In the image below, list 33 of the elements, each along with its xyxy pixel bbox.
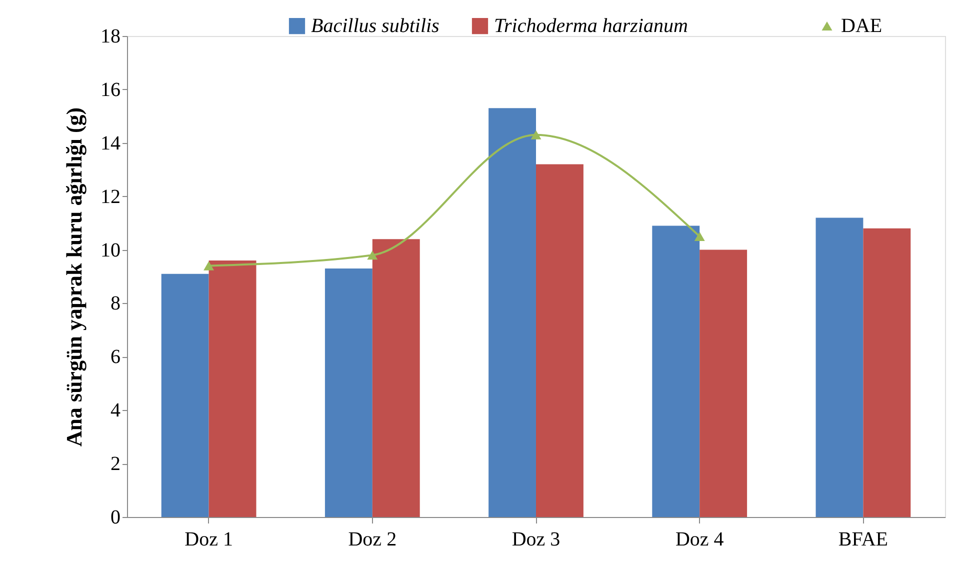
bar	[161, 274, 209, 517]
x-tick-label: Doz 1	[184, 528, 233, 550]
bar	[324, 268, 372, 517]
x-tick-label: Doz 4	[675, 528, 724, 550]
bar	[488, 108, 536, 517]
legend-label: Trichoderma harzianum	[494, 15, 688, 37]
bar	[372, 239, 420, 517]
y-tick-label: 8	[110, 292, 120, 315]
y-tick-label: 2	[110, 453, 120, 476]
y-axis-title: Ana sürgün yaprak kuru ağırlığı (g)	[62, 107, 86, 447]
y-tick-label: 0	[110, 506, 120, 528]
legend-label: Bacillus subtilis	[311, 15, 440, 37]
y-tick-label: 18	[100, 26, 120, 48]
bar	[863, 228, 911, 517]
x-tick-label: Doz 3	[512, 528, 560, 550]
point	[367, 250, 378, 260]
bar	[652, 226, 700, 517]
bar	[536, 164, 584, 517]
y-tick-label: 6	[110, 346, 120, 368]
x-tick-label: Doz 2	[348, 528, 397, 550]
point	[530, 130, 542, 140]
point	[694, 232, 705, 241]
point	[204, 261, 214, 270]
bar	[208, 260, 256, 517]
y-tick-label: 4	[110, 400, 120, 422]
y-tick-label: 16	[100, 78, 120, 101]
bar	[816, 218, 864, 517]
legend-label: DAE	[841, 15, 882, 37]
y-tick-label: 14	[100, 132, 120, 154]
x-tick-label: BFAE	[838, 528, 888, 550]
y-tick-label: 10	[100, 239, 120, 262]
y-tick-label: 12	[100, 186, 120, 208]
bar	[700, 250, 748, 517]
